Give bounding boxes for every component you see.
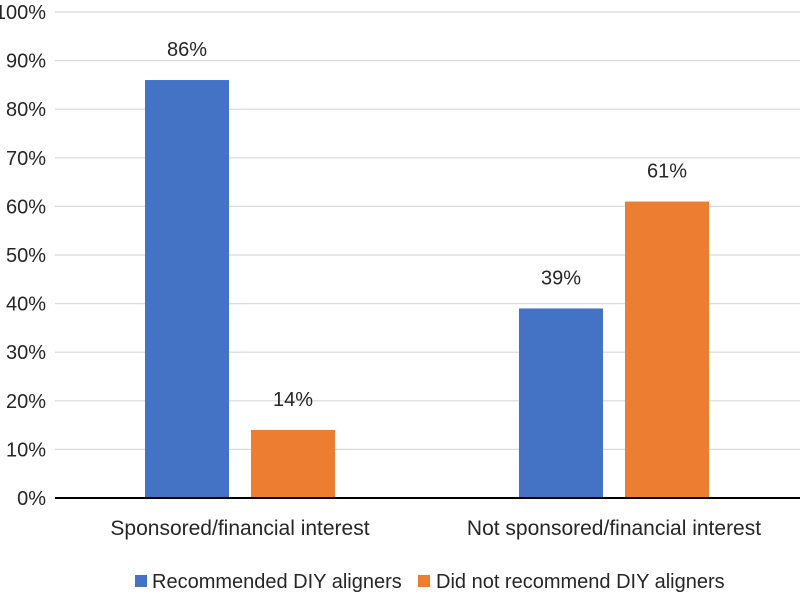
- legend-swatch: [418, 575, 430, 587]
- bar-recommended: [519, 308, 603, 498]
- y-tick-label: 10%: [6, 439, 46, 461]
- y-tick-label: 90%: [6, 51, 46, 73]
- bars: [145, 80, 709, 499]
- y-tick-label: 30%: [6, 342, 46, 364]
- y-tick-label: 20%: [6, 391, 46, 413]
- data-label: 14%: [273, 389, 313, 411]
- x-category-label: Not sponsored/financial interest: [467, 517, 761, 540]
- bar-not-recommended: [625, 201, 709, 499]
- y-tick-label: 40%: [6, 294, 46, 316]
- data-labels: 86% 14% 39% 61%: [167, 39, 687, 411]
- data-label: 39%: [541, 267, 581, 289]
- y-tick-label: 0%: [17, 488, 46, 510]
- x-axis-categories: Sponsored/financial interest Not sponsore…: [110, 517, 761, 540]
- y-tick-label: 60%: [6, 196, 46, 218]
- legend-label: Did not recommend DIY aligners: [436, 571, 725, 593]
- data-label: 61%: [647, 161, 687, 183]
- y-tick-label: 50%: [6, 245, 46, 267]
- legend-swatch: [135, 575, 147, 587]
- bar-not-recommended: [251, 429, 335, 498]
- bar-recommended: [145, 80, 229, 498]
- y-tick-label: 100%: [0, 2, 46, 24]
- y-tick-label: 80%: [6, 99, 46, 121]
- legend-label: Recommended DIY aligners: [152, 571, 402, 593]
- y-axis-ticks: 0% 10% 20% 30% 40% 50% 60% 70% 80% 90% 100%: [0, 2, 46, 510]
- data-label: 86%: [167, 39, 207, 61]
- y-tick-label: 70%: [6, 148, 46, 170]
- legend: Recommended DIY aligners Did not recommen…: [135, 571, 725, 593]
- x-category-label: Sponsored/financial interest: [110, 517, 369, 540]
